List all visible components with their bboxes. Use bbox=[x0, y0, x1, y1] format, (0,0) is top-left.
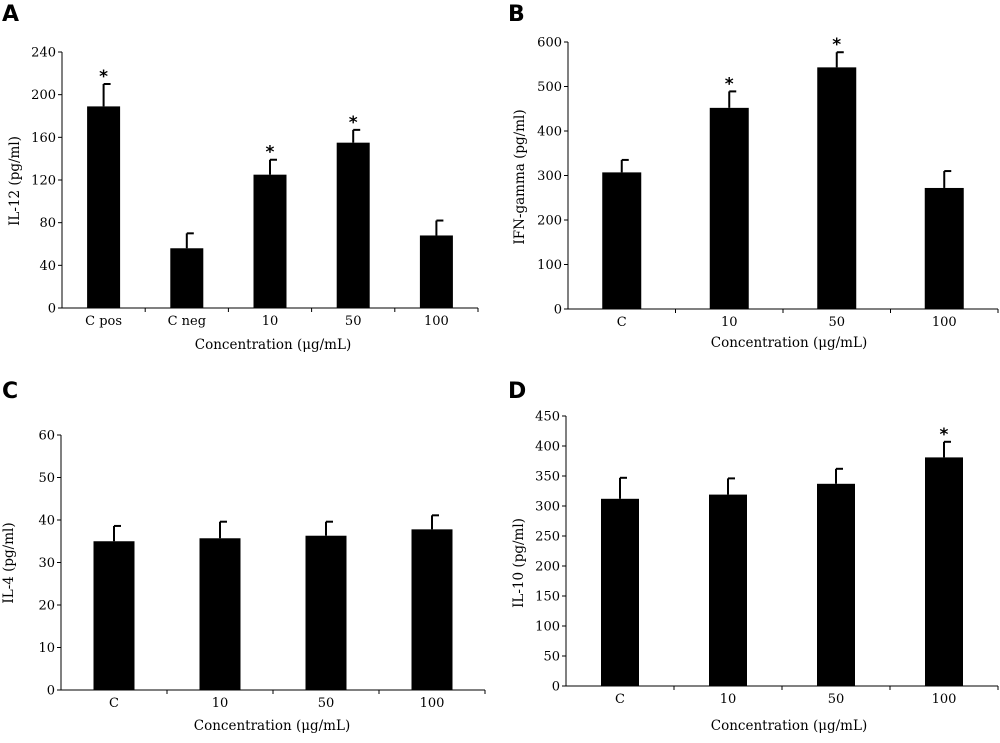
x-tick-label-d: C bbox=[615, 692, 625, 707]
x-tick-label-a: 100 bbox=[424, 314, 449, 329]
x-tick-label-b: 50 bbox=[828, 315, 845, 330]
y-axis-title-d: IL-10 (pg/ml) bbox=[511, 518, 527, 608]
x-tick-label-a: 50 bbox=[345, 314, 362, 329]
bar-a bbox=[170, 248, 204, 308]
x-tick-label-d: 100 bbox=[932, 692, 957, 707]
x-axis-title-a: Concentration (μg/mL) bbox=[195, 337, 351, 353]
bar-b bbox=[709, 107, 749, 309]
panel-letter-b: B bbox=[508, 2, 525, 27]
x-tick-label-a: C neg bbox=[168, 314, 206, 329]
bar-d bbox=[817, 483, 855, 686]
y-tick-label-a: 80 bbox=[39, 216, 56, 231]
x-tick-label-b: 100 bbox=[932, 315, 957, 330]
x-tick-label-b: C bbox=[617, 315, 627, 330]
y-tick-label-d: 100 bbox=[535, 620, 560, 635]
significance-star-b: * bbox=[725, 74, 734, 94]
bar-a bbox=[87, 106, 121, 309]
bar-a bbox=[336, 142, 370, 308]
x-tick-label-a: 10 bbox=[262, 314, 279, 329]
y-tick-label-a: 120 bbox=[31, 174, 56, 189]
x-tick-label-c: 50 bbox=[318, 696, 335, 711]
bar-c bbox=[305, 535, 347, 690]
x-tick-label-d: 50 bbox=[828, 692, 845, 707]
y-tick-label-d: 250 bbox=[535, 530, 560, 545]
bar-a bbox=[419, 235, 453, 308]
y-axis-title-a: IL-12 (pg/ml) bbox=[7, 136, 23, 226]
x-axis-title-d: Concentration (μg/mL) bbox=[711, 718, 867, 734]
y-tick-label-a: 240 bbox=[31, 46, 56, 61]
bar-c bbox=[411, 529, 453, 690]
panel-letter-a: A bbox=[2, 2, 19, 27]
y-tick-label-c: 0 bbox=[47, 684, 55, 699]
bars-b: ** bbox=[602, 35, 964, 310]
bars-a: * * * bbox=[87, 67, 453, 309]
x-tick-label-c: C bbox=[109, 696, 119, 711]
y-tick-label-a: 160 bbox=[31, 131, 56, 146]
y-tick-label-a: 0 bbox=[48, 302, 56, 317]
significance-star-a: * bbox=[266, 143, 275, 163]
y-tick-label-c: 50 bbox=[38, 471, 55, 486]
bar-c bbox=[199, 538, 241, 690]
x-axis-title-b: Concentration (μg/mL) bbox=[711, 335, 867, 351]
y-tick-label-c: 30 bbox=[38, 556, 55, 571]
y-tick-label-d: 350 bbox=[535, 470, 560, 485]
x-axis-title-c: Concentration (μg/mL) bbox=[194, 718, 350, 734]
axes-a: 0 40 80 120 160 200 240 C pos C neg 10 50 100 bbox=[31, 46, 479, 329]
panel-c: C IL-4 (pg/ml) Concentration (μg/mL) 0 10… bbox=[1, 379, 486, 734]
bar-c bbox=[93, 541, 135, 690]
y-tick-label-c: 40 bbox=[38, 514, 55, 529]
y-axis-title-b: IFN-gamma (pg/ml) bbox=[512, 109, 528, 244]
panel-letter-c: C bbox=[2, 379, 18, 404]
x-tick-label-c: 100 bbox=[420, 696, 445, 711]
panel-b: B IFN-gamma (pg/ml) Concentration (μg/mL… bbox=[508, 2, 999, 351]
significance-star-d: * bbox=[940, 425, 949, 445]
bar-a bbox=[253, 174, 287, 308]
y-tick-label-c: 20 bbox=[38, 599, 55, 614]
panel-a: A IL-12 (pg/ml) Concentration (μg/mL) 0 4… bbox=[2, 2, 479, 353]
y-tick-label-c: 60 bbox=[38, 429, 55, 444]
y-tick-label-b: 400 bbox=[537, 125, 562, 140]
y-tick-label-b: 500 bbox=[537, 80, 562, 95]
y-tick-label-a: 40 bbox=[39, 259, 56, 274]
bar-b bbox=[924, 187, 964, 309]
y-tick-label-a: 200 bbox=[31, 88, 56, 103]
significance-star-a: * bbox=[99, 67, 108, 87]
x-tick-label-d: 10 bbox=[720, 692, 737, 707]
y-tick-label-d: 50 bbox=[543, 650, 560, 665]
y-tick-label-b: 300 bbox=[537, 169, 562, 184]
y-axis-title-c: IL-4 (pg/ml) bbox=[1, 522, 17, 603]
bar-d bbox=[601, 498, 639, 686]
bars-d: * bbox=[601, 425, 963, 686]
bars-c bbox=[93, 514, 453, 690]
y-tick-label-b: 200 bbox=[537, 214, 562, 229]
y-tick-label-b: 0 bbox=[554, 303, 562, 318]
bar-d bbox=[925, 457, 963, 686]
y-tick-label-d: 450 bbox=[535, 410, 560, 425]
x-tick-label-a: C pos bbox=[85, 314, 122, 329]
x-tick-label-b: 10 bbox=[721, 315, 738, 330]
panel-d: D IL-10 (pg/ml) Concentration (μg/mL) 0 5… bbox=[508, 379, 999, 734]
y-tick-label-d: 0 bbox=[552, 680, 560, 695]
panel-letter-d: D bbox=[508, 379, 526, 404]
y-tick-label-d: 200 bbox=[535, 560, 560, 575]
y-tick-label-c: 10 bbox=[38, 641, 55, 656]
y-tick-label-b: 600 bbox=[537, 36, 562, 51]
y-tick-label-d: 300 bbox=[535, 500, 560, 515]
significance-star-a: * bbox=[349, 113, 358, 133]
x-tick-label-c: 10 bbox=[212, 696, 229, 711]
bar-b bbox=[602, 172, 642, 309]
y-tick-label-d: 150 bbox=[535, 590, 560, 605]
bar-b bbox=[817, 67, 857, 310]
y-tick-label-b: 100 bbox=[537, 258, 562, 273]
significance-star-b: * bbox=[832, 35, 841, 55]
axes-d: 0 50 100 150 200 250 300 350 400 450 C 10 50 100 bbox=[535, 410, 999, 707]
bar-d bbox=[709, 494, 747, 686]
y-tick-label-d: 400 bbox=[535, 440, 560, 455]
